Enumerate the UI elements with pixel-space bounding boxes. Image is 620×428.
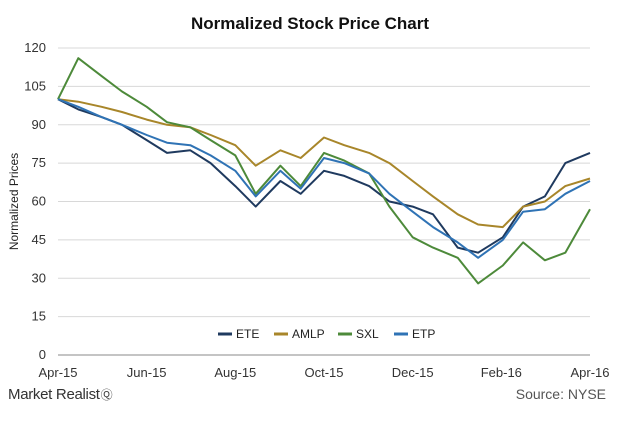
y-tick-label: 45: [32, 232, 46, 247]
y-tick-label: 90: [32, 117, 46, 132]
legend-label-ete: ETE: [236, 327, 259, 341]
y-tick-label: 30: [32, 270, 46, 285]
y-axis-label: Normalized Prices: [7, 153, 21, 250]
y-tick-label: 60: [32, 194, 46, 209]
series-line-etp: [57, 98, 591, 259]
brand-name: Market Realist: [8, 386, 100, 403]
x-tick-label: Apr-15: [38, 365, 77, 380]
x-tick-label: Dec-15: [392, 365, 434, 380]
chart-title: Normalized Stock Price Chart: [190, 14, 430, 33]
brand-registered-icon: Ⓠ: [100, 388, 113, 402]
x-tick-label: Jun-15: [127, 365, 167, 380]
brand-logo: Market RealistⓆ: [8, 386, 113, 403]
series-line-ete: [57, 98, 591, 254]
series-line-amlp: [57, 98, 591, 229]
series-line-sxl: [57, 57, 591, 285]
x-tick-label: Feb-16: [481, 365, 522, 380]
y-tick-label: 120: [24, 40, 46, 55]
x-tick-label: Aug-15: [214, 365, 256, 380]
y-tick-label: 105: [24, 78, 46, 93]
y-tick-label: 15: [32, 309, 46, 324]
y-tick-label: 0: [39, 347, 46, 362]
y-tick-label: 75: [32, 155, 46, 170]
legend-label-sxl: SXL: [356, 327, 379, 341]
x-tick-label: Oct-15: [304, 365, 343, 380]
legend-label-amlp: AMLP: [292, 327, 325, 341]
legend-label-etp: ETP: [412, 327, 435, 341]
x-tick-label: Apr-16: [570, 365, 609, 380]
source-note: Source: NYSE: [515, 386, 606, 402]
